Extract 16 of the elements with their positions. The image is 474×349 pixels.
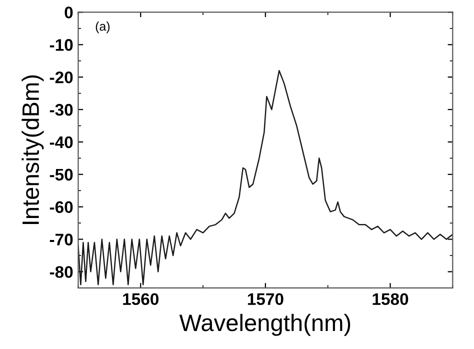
y-tick-label: -40 — [50, 136, 73, 148]
y-tick-label: 0 — [64, 6, 73, 18]
y-axis-title: Intensity(dBm) — [22, 75, 44, 224]
y-tick-label: -70 — [50, 234, 73, 246]
x-tick-label: 1560 — [123, 293, 158, 306]
y-tick-label: -20 — [50, 71, 73, 84]
line-series — [78, 70, 453, 286]
x-tick-label: 1580 — [372, 293, 408, 306]
y-tick-label: -60 — [50, 201, 73, 214]
x-axis-title: Wavelength(nm) — [179, 314, 350, 336]
y-tick-label: -30 — [50, 104, 73, 116]
annotation: (a) — [96, 22, 110, 34]
y-tick-label: -50 — [50, 168, 73, 181]
y-tick-label: -80 — [50, 266, 73, 278]
x-tick-label: 1570 — [248, 293, 284, 306]
y-tick-label: -10 — [50, 39, 73, 51]
